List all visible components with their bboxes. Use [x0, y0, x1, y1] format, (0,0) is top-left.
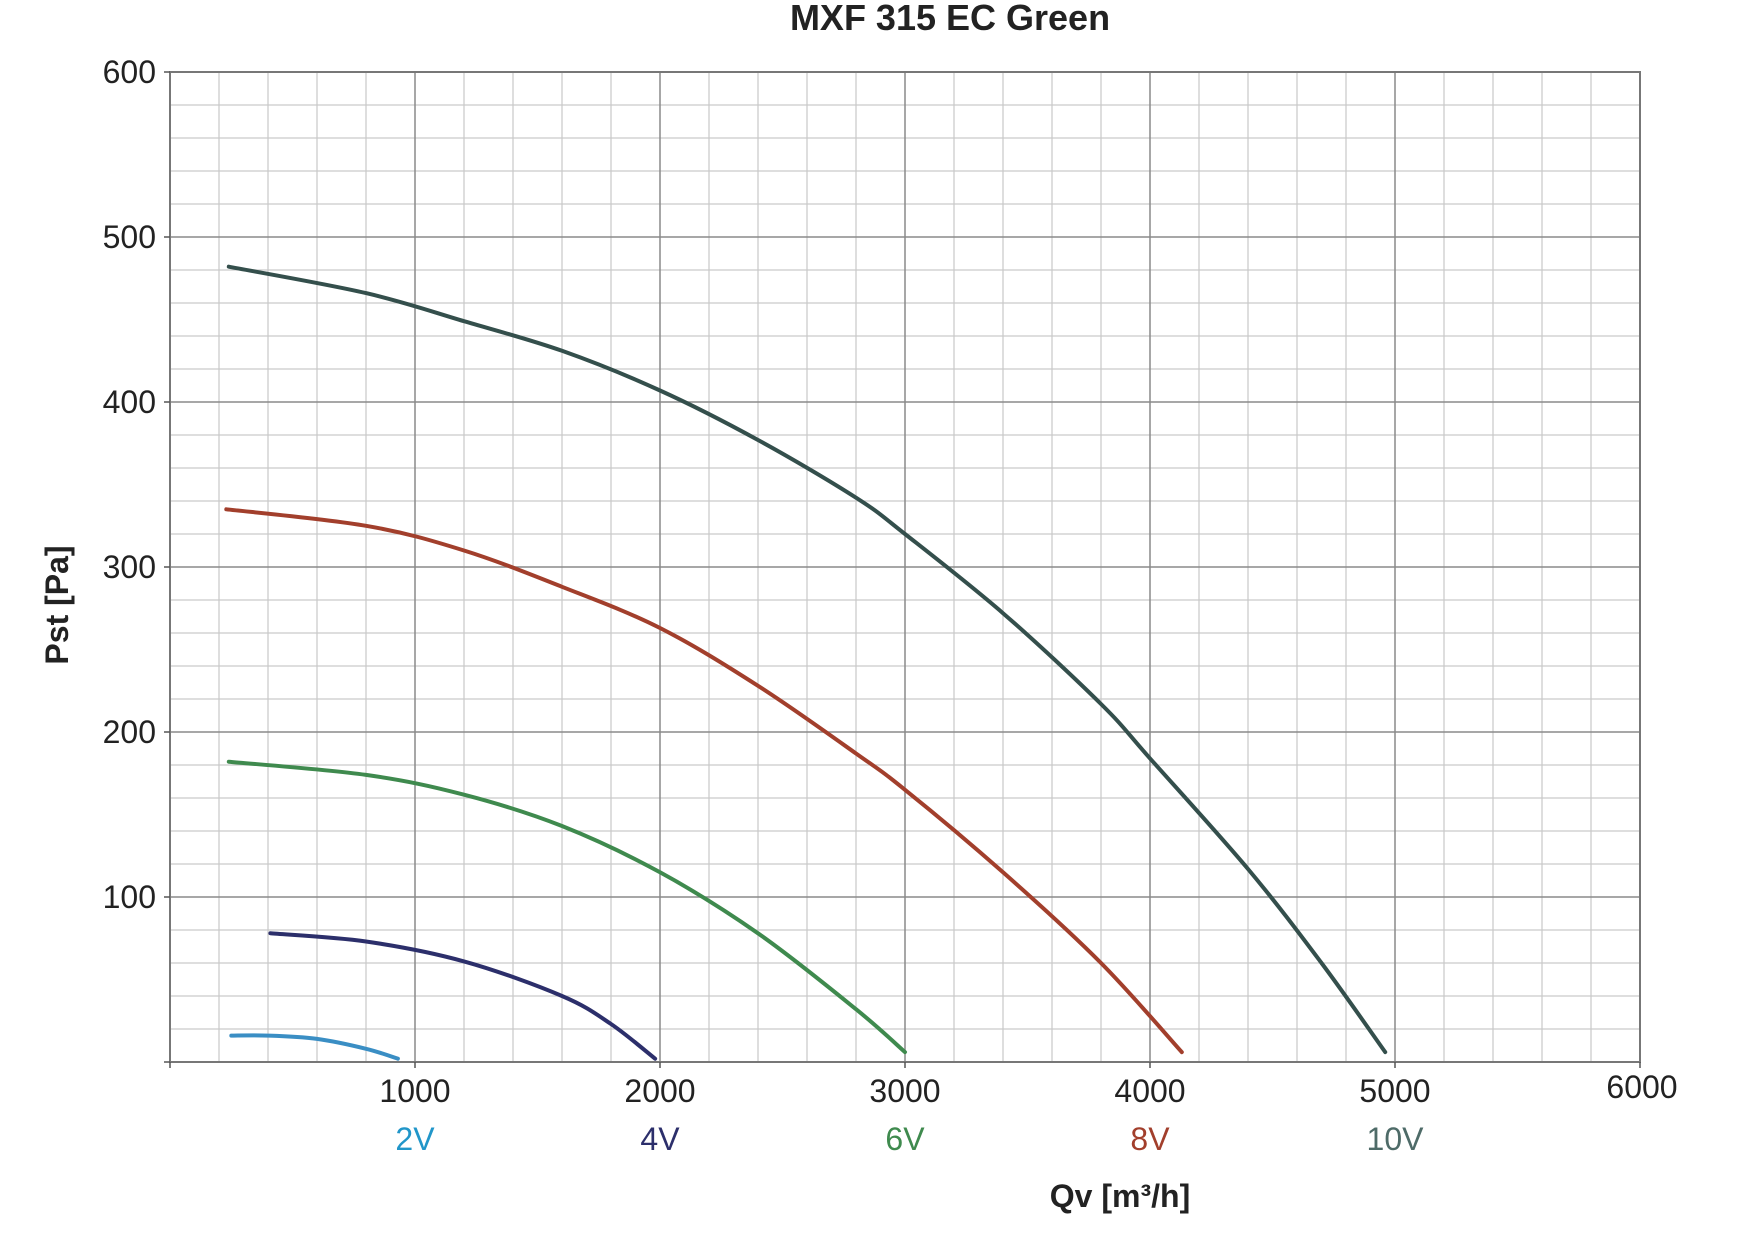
labels: 100 200 300 400 500 600 1000 2000 3000 4000 5000 60…	[103, 54, 1678, 1157]
series-line-10v	[226, 264, 1388, 1055]
series-line-2v	[229, 1033, 400, 1061]
x-tick-label: 4000	[1114, 1073, 1185, 1109]
y-axis-title: Pst [Pa]	[39, 545, 75, 664]
x-tick-label: 3000	[869, 1073, 940, 1109]
series-label-4v: 4V	[640, 1121, 680, 1157]
y-tick-label: 200	[103, 714, 156, 750]
series-label-2v: 2V	[395, 1121, 435, 1157]
series-label-10v: 10V	[1367, 1121, 1425, 1157]
series-line-4v	[268, 931, 658, 1061]
series-line-8v	[224, 507, 1184, 1055]
series-line-6v	[226, 759, 907, 1055]
grid	[170, 72, 1640, 1062]
series-label-8v: 8V	[1130, 1121, 1170, 1157]
x-tick-label: 1000	[379, 1073, 450, 1109]
series-label-6v: 6V	[885, 1121, 925, 1157]
chart-title: MXF 315 EC Green	[790, 0, 1110, 38]
axes	[164, 71, 1641, 1068]
x-axis-title: Qv [m³/h]	[1050, 1178, 1190, 1214]
y-tick-label: 600	[103, 54, 156, 90]
y-tick-label: 400	[103, 384, 156, 420]
series-curves	[224, 264, 1388, 1061]
x-tick-label: 5000	[1359, 1073, 1430, 1109]
y-tick-label: 500	[103, 219, 156, 255]
y-tick-label: 300	[103, 549, 156, 585]
x-tick-label: 2000	[624, 1073, 695, 1109]
x-tick-label: 6000	[1606, 1069, 1677, 1105]
y-tick-label: 100	[103, 879, 156, 915]
